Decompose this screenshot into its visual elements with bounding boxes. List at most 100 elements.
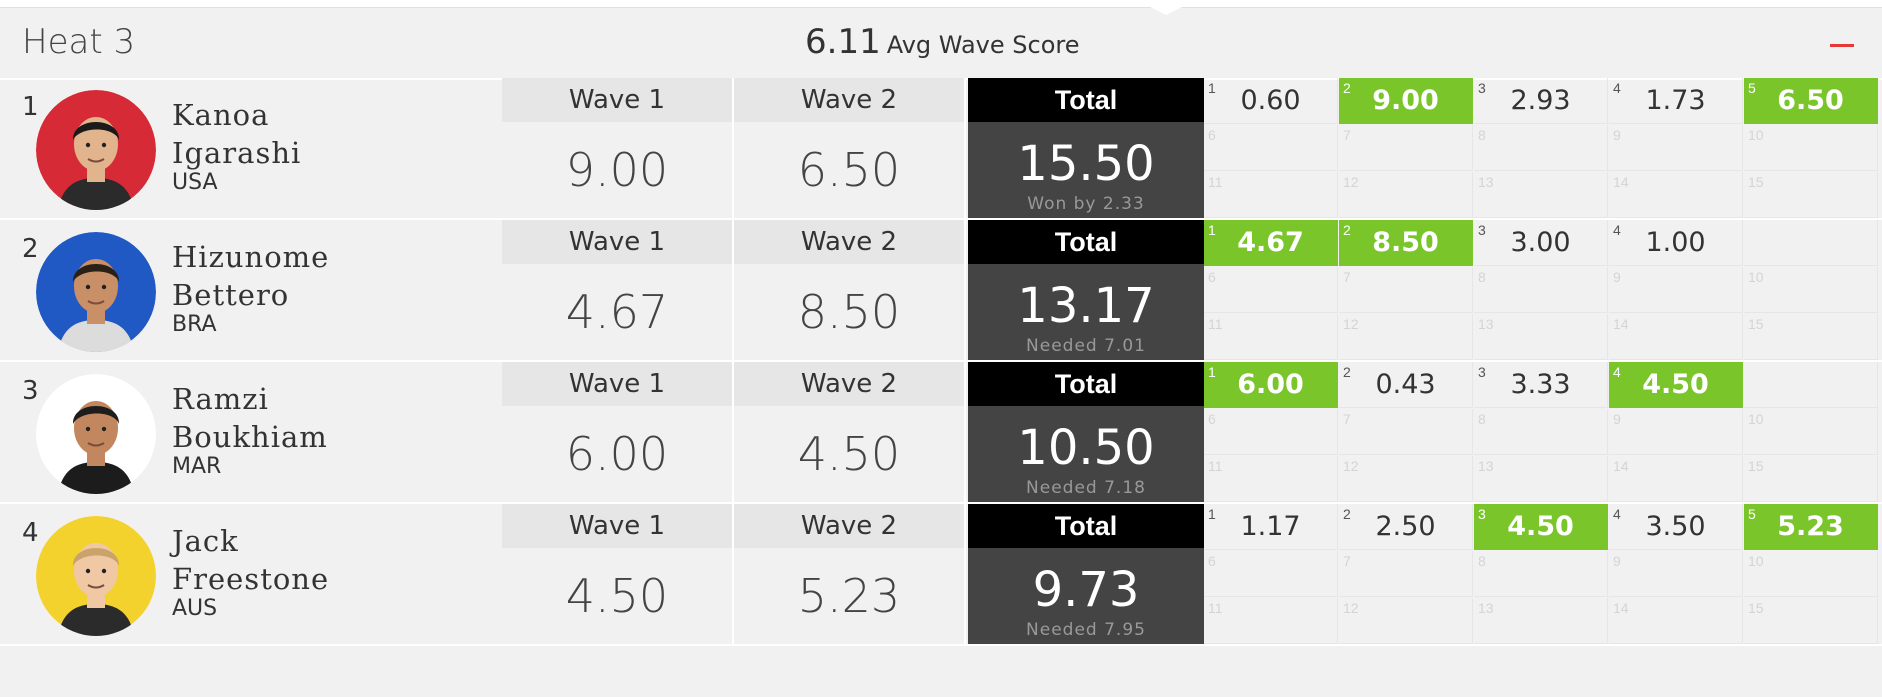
wave-cell[interactable]: 3 4.50 (1474, 504, 1608, 550)
total-box: 15.50 Won by 2.33 (968, 122, 1204, 218)
surfer-row: 4 Jack Freestone AUS Wave 1 4.50 Wave 2 5.23 Tot… (0, 504, 1882, 646)
wave-cell[interactable]: 7 (1339, 267, 1473, 313)
wave-cell[interactable]: 6 (1204, 409, 1338, 455)
surfer-row: 2 Hizunome Bettero BRA Wave 1 4.67 Wave 2 8.50 T… (0, 220, 1882, 362)
wave-cell[interactable]: 4 3.50 (1609, 504, 1743, 550)
wave-number: 15 (1748, 316, 1764, 332)
wave-cell[interactable]: 8 (1474, 267, 1608, 313)
wave-cell[interactable]: 10 (1744, 267, 1878, 313)
wave-cell[interactable]: 12 (1339, 172, 1473, 218)
surfer-row: 3 Ramzi Boukhiam MAR Wave 1 6.00 Wave 2 4.50 Tot… (0, 362, 1882, 504)
wave-number: 13 (1478, 316, 1494, 332)
wave-cell[interactable]: 12 (1339, 314, 1473, 360)
wave-number: 1 (1208, 222, 1216, 238)
wave-cell[interactable]: 15 (1744, 598, 1878, 644)
wave-number: 3 (1478, 364, 1486, 380)
wave-cell[interactable]: 15 (1744, 456, 1878, 502)
surfer-row: 1 Kanoa Igarashi USA Wave 1 9.00 Wave 2 6.50 Tot… (0, 78, 1882, 220)
surfer-name[interactable]: Jack Freestone (172, 522, 329, 598)
wave-cell[interactable]: 1 6.00 (1204, 362, 1338, 408)
wave-cell[interactable]: 7 (1339, 409, 1473, 455)
avatar (36, 90, 156, 210)
column-divider (732, 78, 734, 218)
wave-number: 12 (1343, 316, 1359, 332)
wave-cell[interactable]: 10 (1744, 551, 1878, 597)
wave-cell[interactable]: 14 (1609, 314, 1743, 360)
total-note: Needed 7.01 (1026, 336, 1146, 356)
wave-cell[interactable]: 8 (1474, 125, 1608, 171)
wave-score: 6.50 (1777, 85, 1844, 116)
wave-cell[interactable]: 15 (1744, 172, 1878, 218)
surfer-name[interactable]: Ramzi Boukhiam (172, 380, 328, 456)
wave-cell[interactable]: 7 (1339, 125, 1473, 171)
wave-cell[interactable]: 9 (1609, 125, 1743, 171)
wave-cell[interactable]: 14 (1609, 172, 1743, 218)
wave-grid: 1 6.00 2 0.43 3 3.33 4 4.50 6 7 8 9 10 11 12 13 14 15 (1204, 362, 1882, 502)
wave-cell[interactable]: 2 0.43 (1339, 362, 1473, 408)
wave-cell[interactable]: 2 8.50 (1339, 220, 1473, 266)
collapse-minus-icon[interactable] (1830, 44, 1854, 47)
wave-number: 14 (1613, 316, 1629, 332)
wave-cell[interactable]: 9 (1609, 409, 1743, 455)
wave-number: 11 (1208, 458, 1223, 474)
wave-score: 2.93 (1510, 85, 1571, 116)
wave-cell[interactable]: 4 4.50 (1609, 362, 1743, 408)
wave-cell[interactable]: 5 6.50 (1744, 78, 1878, 124)
wave-number: 15 (1748, 174, 1764, 190)
wave-cell[interactable]: 7 (1339, 551, 1473, 597)
wave-number: 4 (1613, 80, 1621, 96)
wave-cell[interactable]: 3 2.93 (1474, 78, 1608, 124)
wave-cell[interactable]: 11 (1204, 314, 1338, 360)
wave2-header: Wave 2 (734, 504, 964, 548)
wave-cell[interactable]: 2 9.00 (1339, 78, 1473, 124)
surfer-name[interactable]: Kanoa Igarashi (172, 96, 301, 172)
wave-cell[interactable]: 10 (1744, 409, 1878, 455)
total-box: 9.73 Needed 7.95 (968, 548, 1204, 644)
wave-cell[interactable]: 8 (1474, 409, 1608, 455)
wave-number: 6 (1208, 127, 1216, 143)
wave-cell[interactable]: 9 (1609, 551, 1743, 597)
wave-cell[interactable]: 6 (1204, 551, 1338, 597)
column-divider (732, 504, 734, 644)
wave-cell[interactable]: 13 (1474, 172, 1608, 218)
wave-cell[interactable]: 6 (1204, 267, 1338, 313)
wave-cell[interactable]: 10 (1744, 125, 1878, 171)
wave-cell[interactable]: 11 (1204, 598, 1338, 644)
wave-number: 3 (1478, 80, 1486, 96)
wave-cell[interactable]: 4 1.00 (1609, 220, 1743, 266)
wave-cell[interactable]: 12 (1339, 598, 1473, 644)
wave-cell[interactable]: 13 (1474, 314, 1608, 360)
wave-cell[interactable]: 13 (1474, 598, 1608, 644)
wave-cell[interactable]: 15 (1744, 314, 1878, 360)
wave-number: 7 (1343, 411, 1351, 427)
total-note: Won by 2.33 (1027, 194, 1145, 214)
wave-cell[interactable]: 3 3.33 (1474, 362, 1608, 408)
wave-cell[interactable]: 6 (1204, 125, 1338, 171)
wave-cell[interactable]: 14 (1609, 598, 1743, 644)
wave-score: 9.00 (1372, 85, 1439, 116)
wave-cell[interactable]: 2 2.50 (1339, 504, 1473, 550)
wave1-header: Wave 1 (502, 78, 732, 122)
wave-cell[interactable]: 11 (1204, 172, 1338, 218)
wave-cell[interactable]: 12 (1339, 456, 1473, 502)
wave-number: 8 (1478, 553, 1486, 569)
wave-cell[interactable]: 8 (1474, 551, 1608, 597)
surfer-name[interactable]: Hizunome Bettero (172, 238, 329, 314)
wave-cell[interactable] (1744, 220, 1878, 266)
wave-cell[interactable]: 4 1.73 (1609, 78, 1743, 124)
wave-cell[interactable]: 1 4.67 (1204, 220, 1338, 266)
rank-number: 3 (22, 376, 39, 406)
wave-cell[interactable]: 1 0.60 (1204, 78, 1338, 124)
wave-cell[interactable]: 13 (1474, 456, 1608, 502)
wave1-score: 4.50 (502, 548, 732, 644)
wave-cell[interactable]: 14 (1609, 456, 1743, 502)
column-divider (964, 220, 966, 360)
wave-cell[interactable] (1744, 362, 1878, 408)
total-header: Total (968, 220, 1204, 264)
wave-number: 9 (1613, 411, 1621, 427)
wave-cell[interactable]: 3 3.00 (1474, 220, 1608, 266)
wave-cell[interactable]: 5 5.23 (1744, 504, 1878, 550)
wave-cell[interactable]: 1 1.17 (1204, 504, 1338, 550)
wave-cell[interactable]: 11 (1204, 456, 1338, 502)
wave-cell[interactable]: 9 (1609, 267, 1743, 313)
